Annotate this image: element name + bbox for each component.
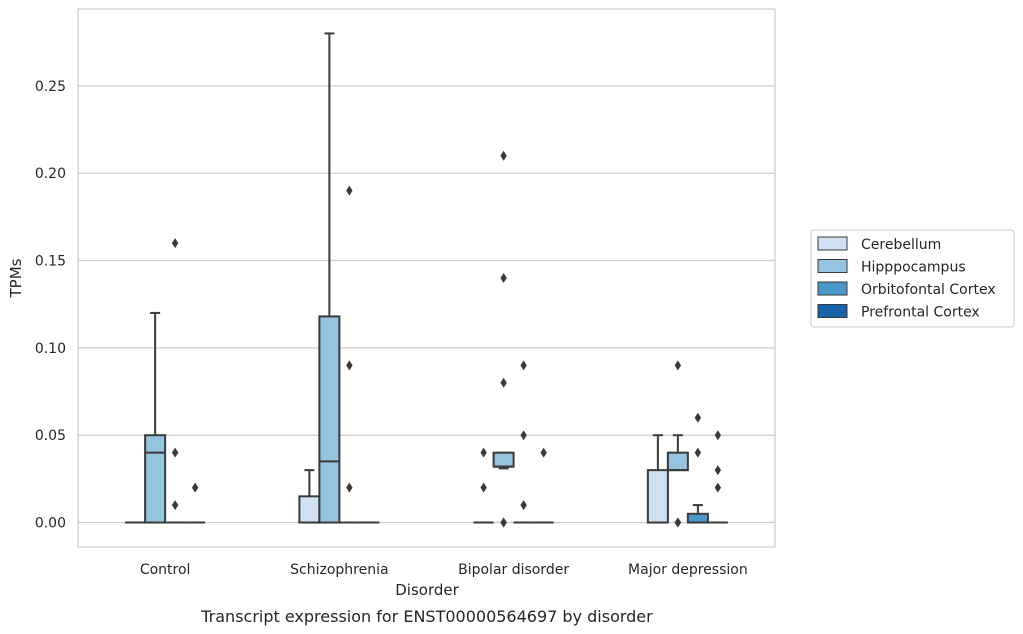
legend-swatch bbox=[817, 259, 848, 273]
outlier-point bbox=[520, 500, 527, 511]
outlier-point bbox=[674, 517, 682, 528]
box-group bbox=[492, 150, 515, 528]
legend-label: Orbitofontal Cortex bbox=[861, 282, 996, 298]
outlier-point bbox=[714, 465, 722, 476]
box bbox=[666, 451, 689, 472]
outlier-point bbox=[520, 360, 527, 371]
outlier-point bbox=[714, 430, 722, 441]
box-group bbox=[513, 360, 534, 524]
x-tick-labels: Control Schizophrenia Bipolar disorder Majo… bbox=[140, 562, 748, 578]
box-group bbox=[298, 469, 321, 524]
legend-frame bbox=[810, 229, 1015, 328]
outlier-point bbox=[714, 482, 722, 493]
box bbox=[686, 512, 709, 524]
outlier-point bbox=[520, 430, 527, 441]
x-tick-label: Bipolar disorder bbox=[458, 562, 569, 578]
outlier-point bbox=[674, 360, 682, 371]
box-group bbox=[185, 482, 206, 524]
outlier-point bbox=[500, 150, 507, 161]
outlier-point bbox=[346, 360, 353, 371]
y-tick-labels: 0.00 0.05 0.10 0.15 0.20 0.25 bbox=[35, 79, 66, 532]
box-group bbox=[666, 360, 689, 528]
y-tick-label: 0.00 bbox=[35, 516, 66, 532]
outlier-point bbox=[694, 447, 702, 458]
box bbox=[144, 434, 167, 524]
box-group bbox=[686, 412, 709, 524]
box bbox=[298, 495, 321, 524]
box-group bbox=[473, 447, 494, 524]
legend: Cerebellum Hipppocampus Orbitofontal Corte… bbox=[810, 229, 1015, 328]
outlier-point bbox=[480, 447, 487, 458]
outlier-point bbox=[191, 482, 199, 493]
x-tick-label: Control bbox=[140, 562, 191, 578]
box-group bbox=[533, 447, 554, 524]
box bbox=[492, 451, 515, 468]
outlier-point bbox=[500, 517, 507, 528]
outlier-point bbox=[540, 447, 547, 458]
box bbox=[318, 315, 341, 524]
outlier-point bbox=[694, 412, 702, 423]
box bbox=[646, 469, 669, 524]
y-tick-label: 0.10 bbox=[35, 341, 66, 357]
plot-frame bbox=[77, 8, 776, 548]
legend-label: Hipppocampus bbox=[861, 260, 966, 276]
y-axis-title: TPMs bbox=[7, 258, 25, 298]
legend-label: Prefrontal Cortex bbox=[861, 305, 980, 321]
legend-label: Cerebellum bbox=[861, 237, 941, 253]
y-tick-label: 0.25 bbox=[35, 79, 66, 95]
legend-swatch bbox=[817, 236, 848, 251]
y-tick-label: 0.05 bbox=[35, 428, 66, 444]
box-group bbox=[165, 238, 186, 524]
boxes-layer bbox=[125, 32, 728, 528]
box-group bbox=[646, 434, 669, 524]
chart-caption: Transcript expression for ENST0000056469… bbox=[200, 607, 653, 626]
x-tick-label: Major depression bbox=[628, 562, 748, 578]
y-tick-label: 0.20 bbox=[35, 166, 66, 182]
outlier-point bbox=[346, 185, 353, 196]
box-group bbox=[144, 311, 167, 524]
outlier-point bbox=[500, 377, 507, 388]
x-axis-title: Disorder bbox=[395, 581, 459, 599]
legend-swatch bbox=[817, 304, 848, 318]
legend-swatch bbox=[817, 281, 848, 296]
outlier-point bbox=[480, 482, 487, 493]
outlier-point bbox=[500, 273, 507, 283]
outlier-point bbox=[171, 238, 179, 249]
outlier-point bbox=[171, 500, 179, 511]
box-group bbox=[339, 185, 360, 524]
x-tick-label: Schizophrenia bbox=[290, 562, 388, 578]
outlier-point bbox=[346, 482, 353, 493]
box-group bbox=[318, 32, 341, 524]
box-group bbox=[707, 430, 728, 524]
outlier-point bbox=[171, 447, 179, 458]
y-tick-label: 0.15 bbox=[35, 254, 66, 270]
